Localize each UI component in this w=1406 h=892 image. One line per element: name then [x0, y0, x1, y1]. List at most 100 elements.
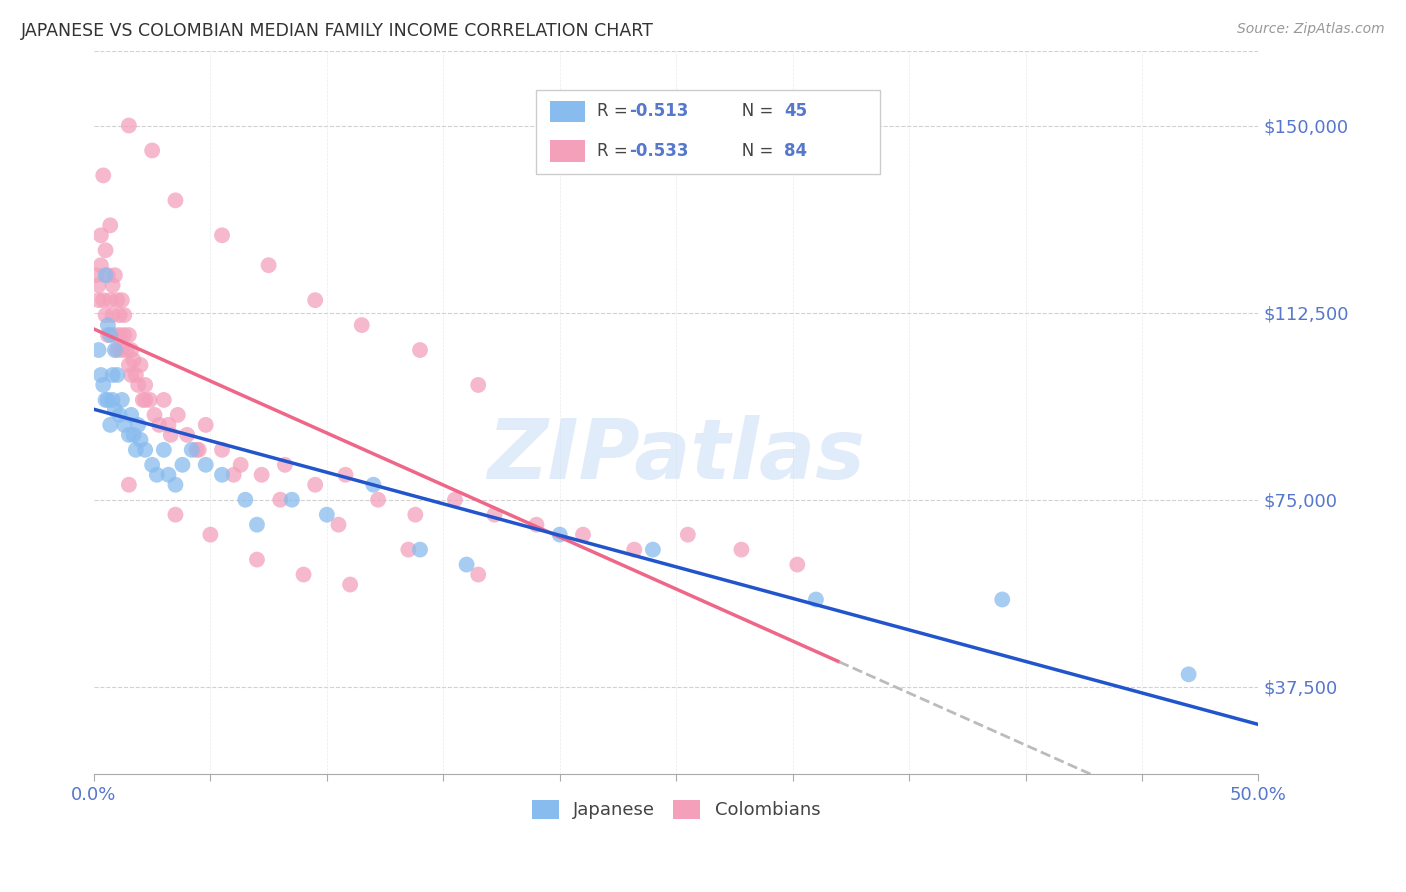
Point	[572, 527, 595, 541]
Text: Source: ZipAtlas.com: Source: ZipAtlas.com	[1237, 22, 1385, 37]
Point	[194, 417, 217, 432]
Point	[153, 442, 176, 457]
Point	[94, 268, 117, 283]
Legend: Japanese, Colombians: Japanese, Colombians	[524, 793, 828, 827]
Point	[87, 293, 110, 307]
Point	[165, 194, 187, 208]
Point	[127, 378, 149, 392]
Point	[118, 428, 141, 442]
Point	[129, 358, 152, 372]
Point	[104, 268, 127, 283]
Point	[641, 542, 664, 557]
Point	[623, 542, 645, 557]
Point	[328, 517, 350, 532]
Point	[98, 293, 121, 307]
Point	[143, 408, 166, 422]
Point	[257, 258, 280, 272]
Point	[339, 577, 361, 591]
Point	[87, 278, 110, 293]
Point	[146, 467, 169, 482]
Point	[467, 567, 489, 582]
Point	[211, 442, 233, 457]
Point	[118, 358, 141, 372]
Point	[98, 328, 121, 343]
Point	[269, 492, 291, 507]
Point	[786, 558, 808, 572]
Point	[111, 392, 134, 407]
Point	[120, 408, 142, 422]
Point	[222, 467, 245, 482]
Text: N =: N =	[727, 102, 779, 120]
Point	[456, 558, 478, 572]
Point	[97, 328, 120, 343]
Point	[246, 552, 269, 566]
Point	[484, 508, 506, 522]
Point	[101, 278, 124, 293]
Point	[134, 392, 156, 407]
Point	[444, 492, 467, 507]
Point	[304, 293, 326, 307]
Point	[111, 293, 134, 307]
Point	[118, 477, 141, 491]
Point	[112, 328, 135, 343]
Point	[292, 567, 315, 582]
Point	[91, 169, 114, 183]
Point	[112, 417, 135, 432]
Point	[1177, 667, 1199, 681]
Point	[676, 527, 699, 541]
Point	[122, 353, 145, 368]
Point	[157, 417, 180, 432]
Point	[139, 392, 162, 407]
FancyBboxPatch shape	[537, 90, 880, 174]
Point	[115, 343, 138, 357]
Point	[90, 258, 112, 272]
Point	[229, 458, 252, 472]
Point	[148, 417, 170, 432]
Point	[90, 228, 112, 243]
Point	[315, 508, 337, 522]
Point	[87, 343, 110, 357]
Point	[233, 492, 256, 507]
Point	[467, 378, 489, 392]
Point	[159, 428, 181, 442]
Point	[108, 408, 131, 422]
Point	[94, 244, 117, 258]
Point	[94, 308, 117, 322]
Point	[281, 492, 304, 507]
Point	[132, 392, 155, 407]
Point	[97, 392, 120, 407]
Point	[104, 343, 127, 357]
Point	[211, 467, 233, 482]
Point	[111, 343, 134, 357]
Point	[91, 378, 114, 392]
Point	[246, 517, 269, 532]
Point	[105, 368, 128, 382]
Point	[125, 368, 148, 382]
Point	[90, 368, 112, 382]
Point	[166, 408, 188, 422]
Point	[98, 219, 121, 233]
Point	[409, 343, 432, 357]
Point	[176, 428, 198, 442]
Point	[274, 458, 297, 472]
Point	[122, 428, 145, 442]
Point	[108, 328, 131, 343]
Point	[363, 477, 385, 491]
Point	[101, 392, 124, 407]
Point	[157, 467, 180, 482]
Point	[127, 417, 149, 432]
Point	[112, 308, 135, 322]
Point	[101, 308, 124, 322]
Point	[108, 308, 131, 322]
Text: R =: R =	[598, 142, 633, 160]
Point	[367, 492, 389, 507]
Point	[134, 378, 156, 392]
Point	[730, 542, 752, 557]
Point	[165, 477, 187, 491]
Point	[118, 119, 141, 133]
Point	[84, 268, 107, 283]
Point	[141, 458, 163, 472]
Point	[153, 392, 176, 407]
Point	[104, 328, 127, 343]
Point	[211, 228, 233, 243]
